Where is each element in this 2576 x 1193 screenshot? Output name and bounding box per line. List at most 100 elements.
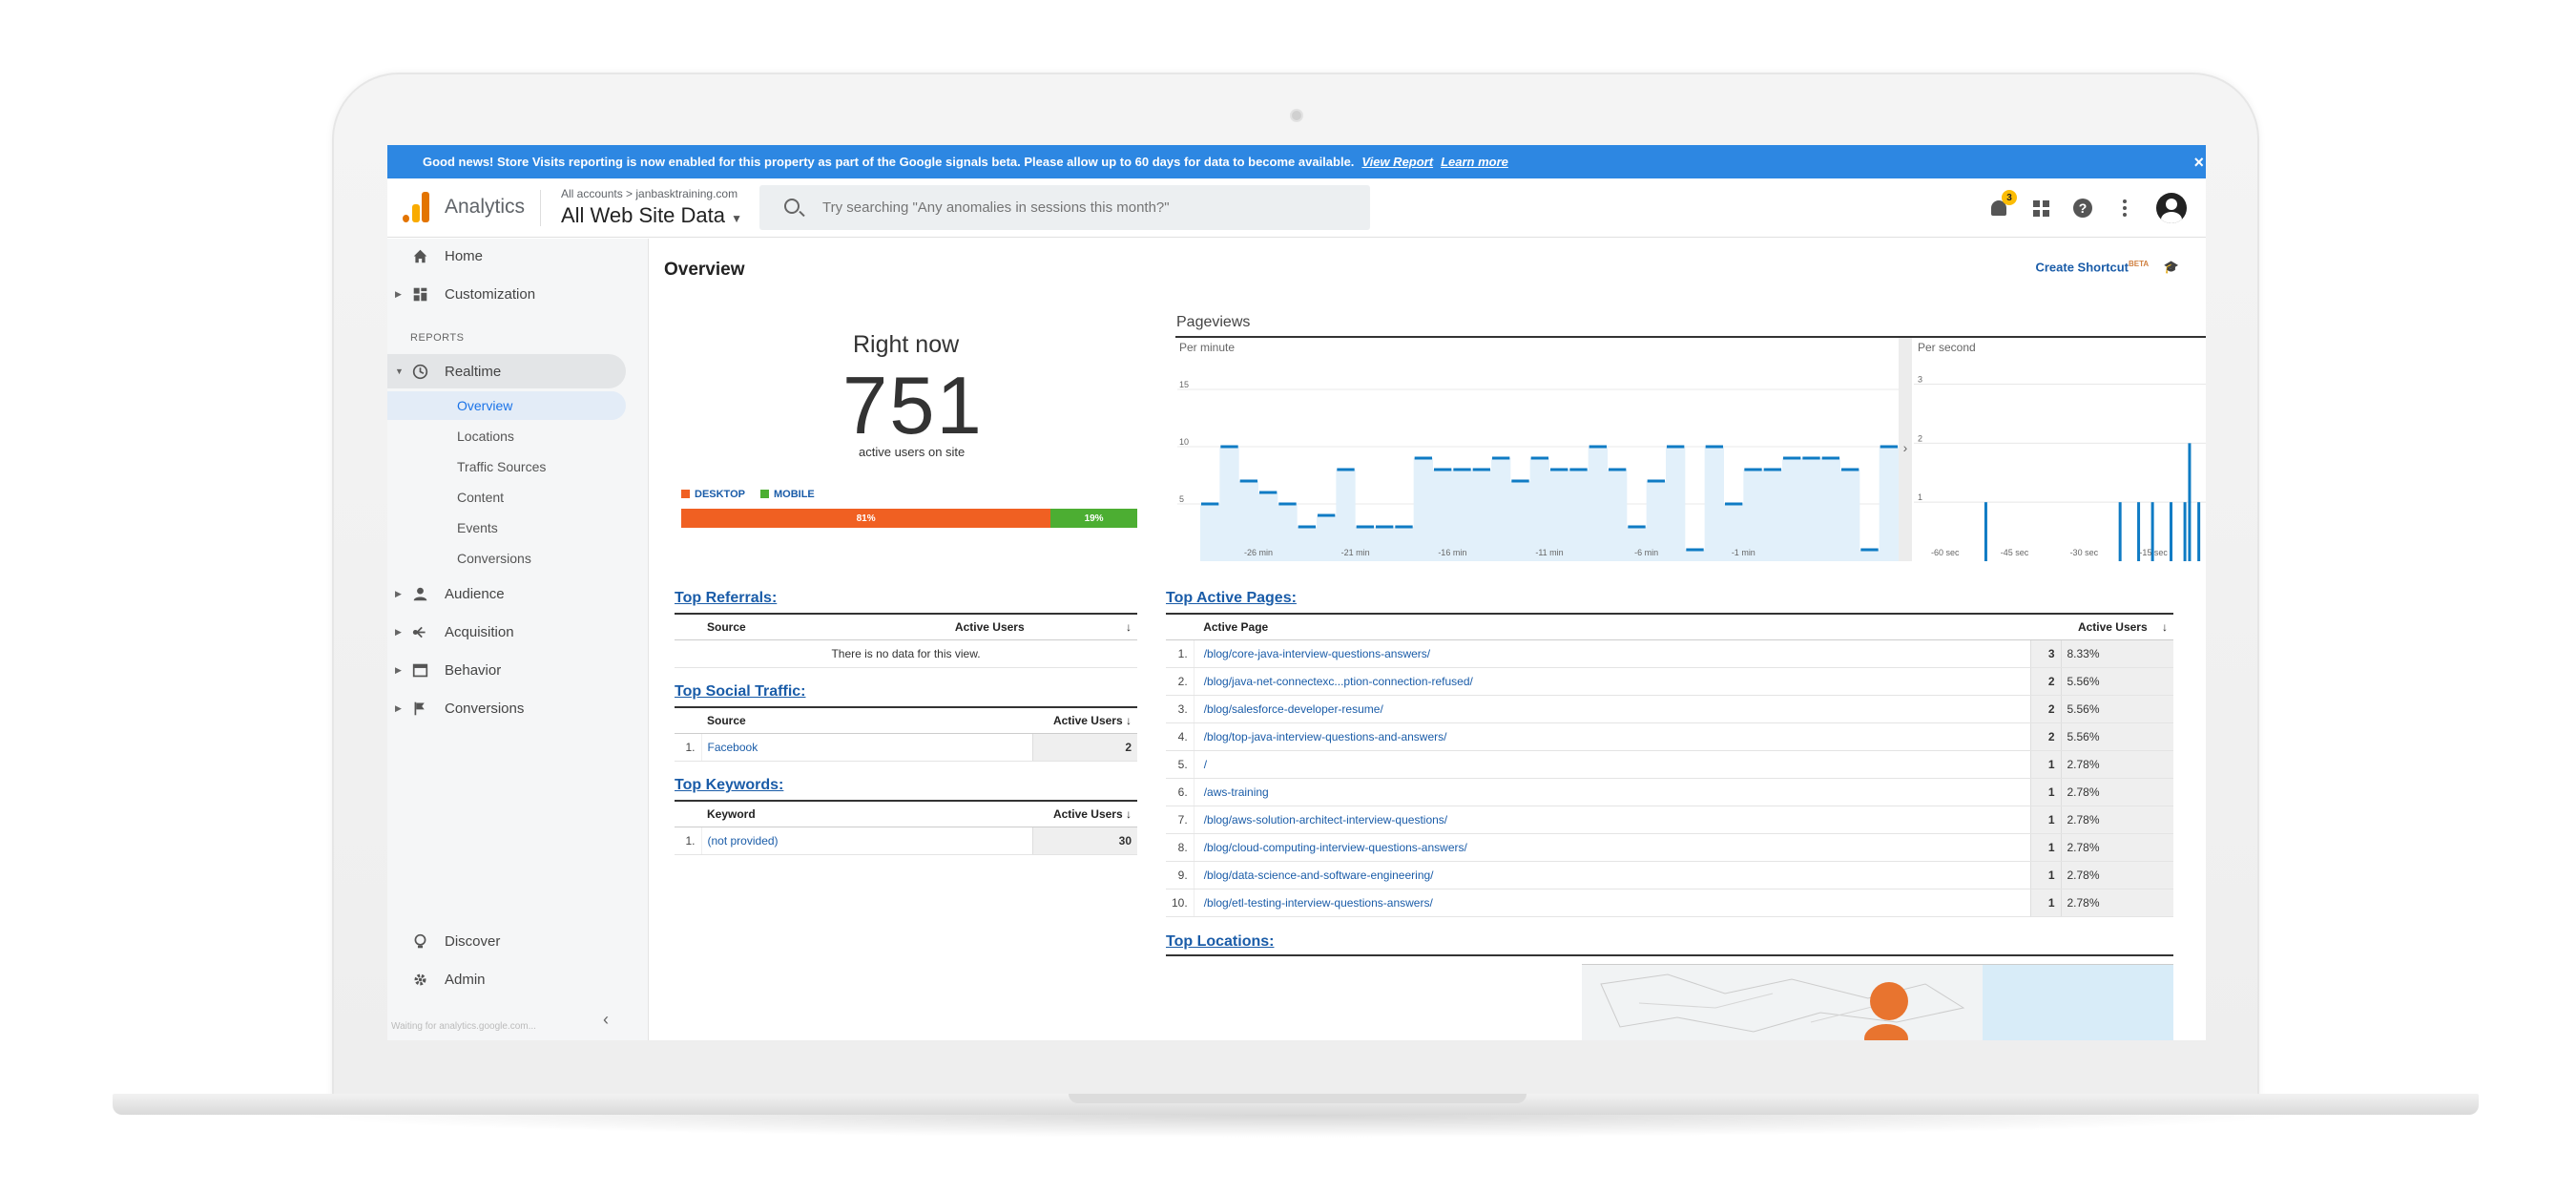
- sidebar-item-behavior[interactable]: ▶ Behavior: [387, 653, 626, 687]
- header: Analytics All accounts > janbasktraining…: [387, 178, 2206, 238]
- view-selector[interactable]: All Web Site Data ▼: [561, 203, 742, 228]
- table-row[interactable]: 1./blog/core-java-interview-questions-an…: [1166, 639, 2173, 668]
- minute-bar: [1841, 468, 1859, 471]
- row-index: 5.: [1166, 750, 1195, 779]
- clock-icon: [412, 364, 428, 379]
- sidebar-subitem-events[interactable]: Events: [457, 520, 498, 535]
- active-page-link[interactable]: /blog/etl-testing-interview-questions-an…: [1194, 889, 2030, 917]
- x-tick-label: -15 sec: [2139, 548, 2168, 557]
- table-row[interactable]: 7./blog/aws-solution-architect-interview…: [1166, 806, 2173, 834]
- sidebar-item-home[interactable]: Home: [387, 239, 626, 273]
- active-page-link[interactable]: /blog/salesforce-developer-resume/: [1194, 695, 2030, 723]
- collapse-sidebar-icon[interactable]: ‹: [603, 1010, 609, 1029]
- sidebar-item-admin[interactable]: Admin: [387, 962, 626, 996]
- sort-down-icon[interactable]: ↓: [1118, 613, 1137, 640]
- sidebar-subitem-traffic-sources[interactable]: Traffic Sources: [457, 459, 547, 474]
- active-users-percent: 2.78%: [2060, 778, 2173, 806]
- table-row[interactable]: 2./blog/java-net-connectexc...ption-conn…: [1166, 667, 2173, 696]
- top-referrals-title[interactable]: Top Referrals:: [675, 590, 778, 606]
- column-header[interactable]: Active Users ↓: [2030, 613, 2173, 640]
- analytics-logo[interactable]: [403, 192, 429, 222]
- x-tick-label: -45 sec: [2001, 548, 2029, 557]
- sidebar-item-customization[interactable]: ▶ Customization: [387, 277, 626, 311]
- search-input[interactable]: [822, 197, 1338, 218]
- location-marker[interactable]: [1864, 1024, 1908, 1040]
- sidebar-subitem-conversions[interactable]: Conversions: [457, 551, 531, 566]
- active-page-link[interactable]: /blog/aws-solution-architect-interview-q…: [1194, 806, 2030, 834]
- sidebar-item-acquisition[interactable]: ▶ Acquisition: [387, 615, 626, 649]
- keyword-link[interactable]: (not provided): [701, 827, 1032, 855]
- column-header[interactable]: Active Users: [861, 613, 1118, 640]
- y-tick-label: 15: [1179, 380, 1189, 389]
- row-index: 4.: [1166, 722, 1195, 751]
- locations-map[interactable]: [1582, 964, 2173, 1040]
- active-page-link[interactable]: /blog/java-net-connectexc...ption-connec…: [1194, 667, 2030, 696]
- create-shortcut-link[interactable]: Create ShortcutBETA 🎓: [2035, 260, 2179, 275]
- column-header[interactable]: Active Users ↓: [1032, 706, 1137, 734]
- minute-bar: [1434, 468, 1452, 471]
- row-index: 1.: [675, 827, 702, 855]
- education-icon[interactable]: 🎓: [2163, 260, 2179, 275]
- more-options-button[interactable]: [2114, 198, 2135, 219]
- table-row[interactable]: 9./blog/data-science-and-software-engine…: [1166, 861, 2173, 890]
- device-legend: DESKTOP MOBILE: [681, 489, 815, 500]
- account-breadcrumb[interactable]: All accounts > janbasktraining.com: [561, 187, 738, 200]
- reports-section-label: REPORTS: [410, 332, 465, 344]
- sidebar-item-discover[interactable]: Discover: [387, 924, 626, 958]
- header-actions: 3 ?: [1988, 190, 2187, 223]
- minute-bar: [1763, 468, 1781, 471]
- sidebar-subitem-overview[interactable]: Overview: [387, 391, 626, 420]
- sort-down-icon: ↓: [2162, 619, 2168, 634]
- search-bar[interactable]: [759, 185, 1370, 230]
- learn-more-link[interactable]: Learn more: [1441, 155, 1508, 169]
- view-report-link[interactable]: View Report: [1361, 155, 1434, 169]
- column-header[interactable]: Source: [701, 706, 1032, 734]
- active-page-link[interactable]: /: [1194, 750, 2030, 779]
- row-index: 2.: [1166, 667, 1195, 696]
- flag-icon: [414, 701, 425, 715]
- account-avatar[interactable]: [2156, 193, 2187, 223]
- column-header[interactable]: Active Users ↓: [1032, 800, 1137, 827]
- apps-button[interactable]: [2030, 198, 2051, 219]
- table-row[interactable]: 10./blog/etl-testing-interview-questions…: [1166, 889, 2173, 917]
- sidebar-subitem-locations[interactable]: Locations: [457, 429, 514, 444]
- active-page-link[interactable]: /blog/cloud-computing-interview-question…: [1194, 833, 2030, 862]
- sidebar-item-conversions[interactable]: ▶ Conversions: [387, 691, 626, 725]
- top-social-table: Source Active Users ↓ 1. Facebook 2: [675, 706, 1137, 762]
- active-users-value: 30: [1031, 827, 1137, 855]
- table-row[interactable]: 5./1 2.78%: [1166, 750, 2173, 779]
- sidebar-subitem-content[interactable]: Content: [457, 490, 505, 505]
- expand-arrow-icon: ▶: [395, 702, 402, 713]
- source-link[interactable]: Facebook: [701, 733, 1032, 762]
- column-header[interactable]: Source: [701, 613, 862, 640]
- table-row[interactable]: 8./blog/cloud-computing-interview-questi…: [1166, 833, 2173, 862]
- help-button[interactable]: ?: [2072, 198, 2093, 219]
- sidebar-item-audience[interactable]: ▶ Audience: [387, 576, 626, 611]
- top-keywords-title[interactable]: Top Keywords:: [675, 777, 784, 793]
- active-page-link[interactable]: /blog/core-java-interview-questions-answ…: [1194, 639, 2030, 668]
- close-icon[interactable]: ×: [2193, 153, 2204, 172]
- sidebar-item-label: Behavior: [445, 661, 502, 679]
- table-row[interactable]: 3./blog/salesforce-developer-resume/2 5.5…: [1166, 695, 2173, 723]
- top-locations-title[interactable]: Top Locations:: [1166, 933, 1275, 950]
- top-active-pages-title[interactable]: Top Active Pages:: [1166, 590, 1297, 606]
- active-page-link[interactable]: /blog/top-java-interview-questions-and-a…: [1194, 722, 2030, 751]
- minute-bar: [1647, 479, 1665, 483]
- table-row[interactable]: 1. Facebook 2: [675, 733, 1137, 762]
- caret-down-icon: ▼: [731, 212, 743, 225]
- notifications-button[interactable]: 3: [1988, 190, 2017, 219]
- active-page-link[interactable]: /aws-training: [1194, 778, 2030, 806]
- table-row[interactable]: 6./aws-training 1 2.78%: [1166, 778, 2173, 806]
- column-header[interactable]: Active Page: [1194, 613, 2030, 640]
- table-row[interactable]: 1. (not provided) 30: [675, 827, 1137, 855]
- column-header[interactable]: Keyword: [701, 800, 1032, 827]
- location-marker[interactable]: [1870, 982, 1908, 1020]
- active-page-link[interactable]: /blog/data-science-and-software-engineer…: [1194, 861, 2030, 890]
- header-divider: [540, 190, 541, 226]
- second-bar: [2118, 502, 2122, 561]
- sidebar-item-realtime[interactable]: ▼ Realtime: [387, 354, 626, 388]
- acquisition-icon: [412, 626, 426, 638]
- table-row[interactable]: 4./blog/top-java-interview-questions-and…: [1166, 722, 2173, 751]
- search-icon: [784, 199, 800, 214]
- top-social-title[interactable]: Top Social Traffic:: [675, 683, 806, 700]
